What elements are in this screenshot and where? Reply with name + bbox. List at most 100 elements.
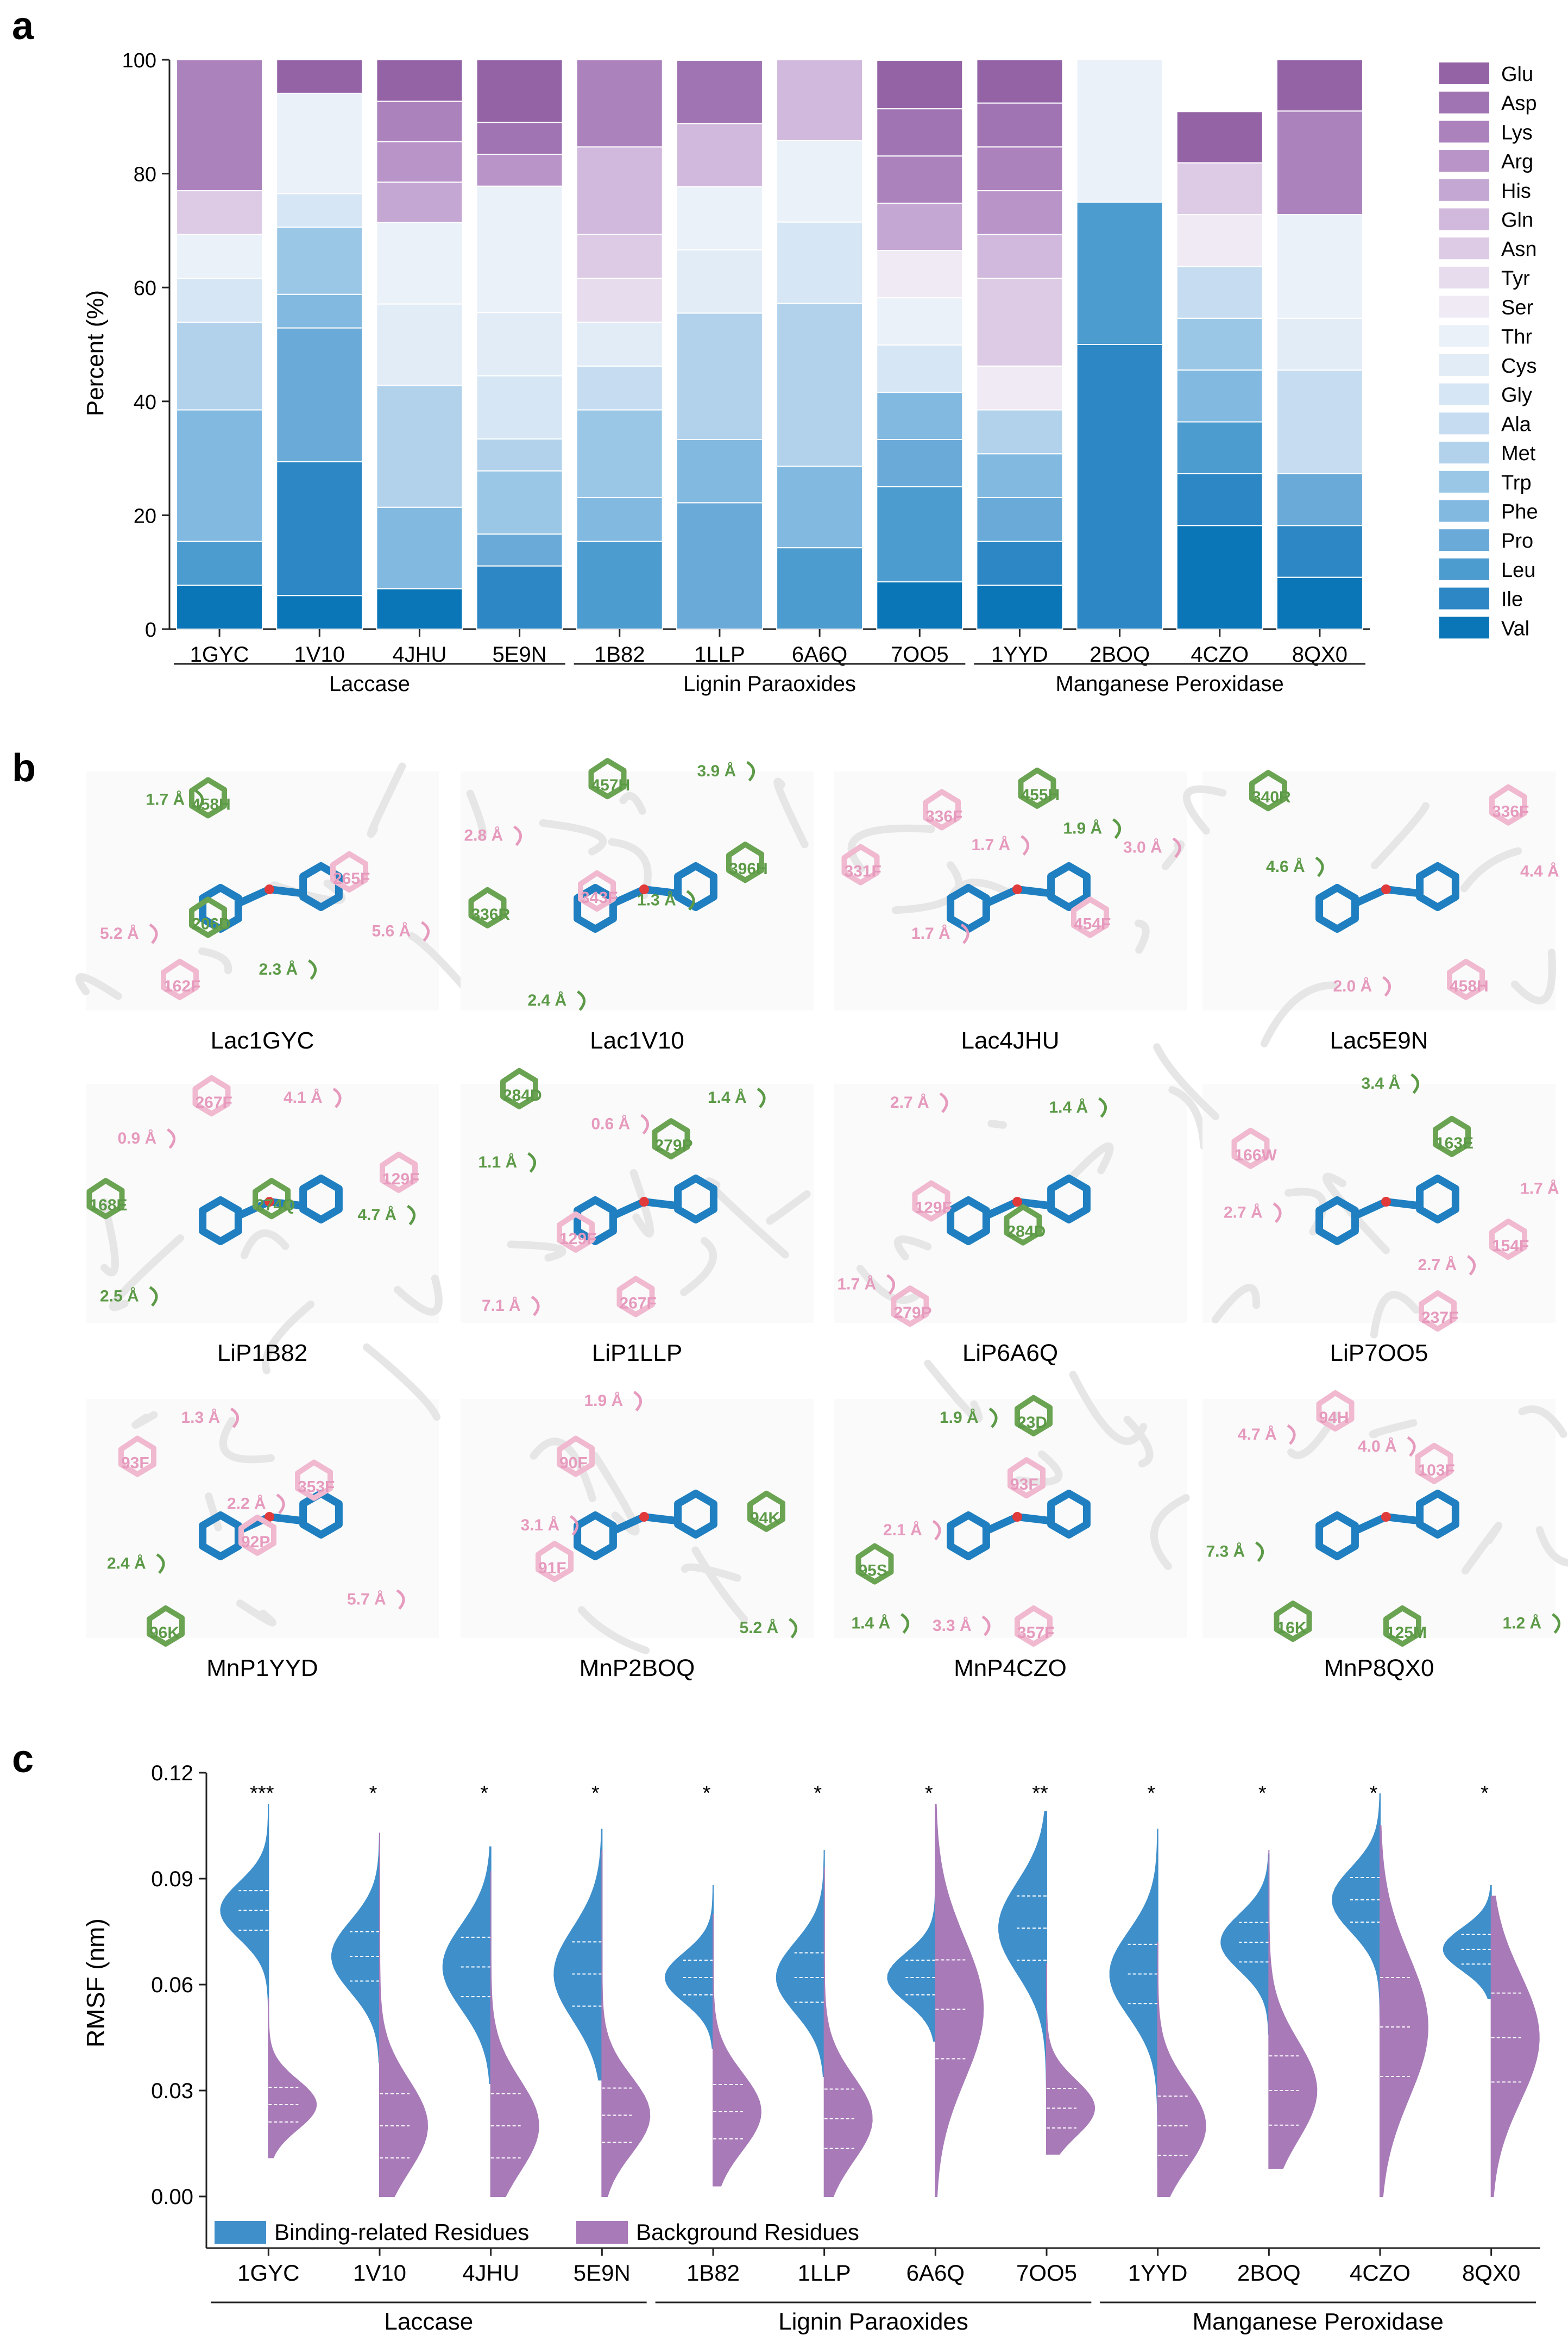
bar-segment-gln <box>776 59 864 141</box>
legend-swatch-ile <box>1439 587 1489 610</box>
residue-sticks <box>652 1118 690 1160</box>
distance-label: 1.9 Å <box>1063 819 1103 837</box>
residue-label: 96K <box>149 1624 179 1642</box>
protein-ribbon <box>1461 1522 1503 1575</box>
distance-arrow <box>640 1114 649 1135</box>
protein-ribbon <box>240 1229 289 1259</box>
legend-swatch-trp <box>1439 470 1489 493</box>
distance-label: 2.5 Å <box>100 1287 139 1305</box>
protein-ribbon <box>131 1411 158 1429</box>
complex-lac1gyc: 458H 206D 265F 162F 1.7 Å 5.2 Å 2.3 Å 5.6 Å Lac1… <box>75 762 474 1054</box>
oxygen-atom <box>639 1197 649 1207</box>
distance-arrow <box>308 959 317 980</box>
protein-ribbon <box>1153 1043 1220 1120</box>
distance-label: 0.6 Å <box>591 1115 631 1133</box>
bar-segment-cys <box>476 312 563 376</box>
ligand-ring <box>299 862 343 911</box>
protein-ribbon <box>408 932 474 998</box>
distance-arrow <box>1315 856 1324 877</box>
bar-segment-ser <box>876 250 964 299</box>
a-x-tick-label: 5E9N <box>493 643 547 667</box>
complex-name: MnP8QX0 <box>1324 1655 1434 1681</box>
bar-segment-thr <box>376 222 463 305</box>
complex-lac1v10: 457H 396H 343F 336R 3.9 Å 2.8 Å 1.3 Å 2.4 Å Lac1… <box>461 758 814 1054</box>
bar-segment-leu <box>1076 202 1163 345</box>
legend-swatch-phe <box>1439 500 1489 522</box>
legend-label-lys: Lys <box>1501 121 1533 144</box>
distance-label: 7.1 Å <box>482 1297 521 1315</box>
distance-arrow <box>988 1407 998 1428</box>
distance-arrow <box>1287 1424 1296 1445</box>
distance-arrow <box>1382 976 1391 997</box>
distance-label: 2.3 Å <box>259 961 298 978</box>
bar-segment-cys <box>376 303 463 386</box>
bar-segment-lys <box>576 59 663 148</box>
distance-arrow <box>757 1088 766 1108</box>
protein-ribbon <box>987 1120 1007 1129</box>
residue-label: 168E <box>90 1196 128 1214</box>
residue-label: 163E <box>1435 1134 1473 1152</box>
violin-half-binding <box>442 1846 492 2084</box>
legend-label-thr: Thr <box>1501 325 1532 348</box>
protein-ribbon <box>219 1417 275 1464</box>
residue-sticks <box>500 1068 538 1109</box>
legend-label-phe: Phe <box>1501 501 1538 524</box>
residue-label: 166W <box>1235 1146 1277 1164</box>
bar-segment-arg <box>976 190 1063 235</box>
residue-sticks <box>192 1075 231 1116</box>
residue-sticks <box>1015 1605 1053 1647</box>
bar-segment-gly <box>876 344 964 393</box>
complex-mnp8qx0: 94H 103F 16K 125M 4.7 Å 4.0 Å 7.3 Å 1.2 Å MnP8QX… <box>1202 1390 1568 1681</box>
residue-label: 92P <box>241 1533 270 1551</box>
residue-sticks <box>1015 1395 1053 1436</box>
bar-segment-gly <box>776 221 864 304</box>
bar-segment-phe <box>276 293 363 329</box>
complex-lac4jhu: 455H 336F 331F 454F 1.9 Å 1.7 Å 3.0 Å 1.7 Å Lac4… <box>834 767 1187 1054</box>
ligand-ring <box>1047 862 1091 911</box>
amino-acid-legend: Glu Asp Lys Arg His Gln Asn Tyr Ser Thr Cys Gly Ala M… <box>1439 62 1538 640</box>
a-x-tick-label: 8QX0 <box>1292 643 1347 667</box>
distance-arrow <box>1407 1436 1416 1457</box>
distance-arrow <box>1112 818 1121 839</box>
violin-half-background <box>1490 1895 1540 2197</box>
bar-segment-thr <box>876 297 964 346</box>
panel-c-label: c <box>12 1737 34 1781</box>
distance-arrow <box>513 825 522 846</box>
residue-sticks <box>1249 770 1287 812</box>
bar-segment-tyr <box>576 278 663 323</box>
legend-swatch-val <box>1439 617 1489 639</box>
ligand-ring <box>199 1196 242 1245</box>
protein-ribbon <box>577 1606 650 1654</box>
violin-half-background <box>1046 1963 1095 2155</box>
residue-label: 91F <box>538 1559 566 1577</box>
residue-sticks <box>380 1151 418 1193</box>
distance-label: 7.3 Å <box>1206 1542 1245 1560</box>
distance-arrow <box>633 1391 642 1411</box>
distance-label: 1.3 Å <box>637 891 676 909</box>
residue-sticks <box>747 1490 785 1532</box>
residue-label: 154F <box>1492 1237 1529 1255</box>
distance-label: 3.9 Å <box>697 762 736 780</box>
distance-label: 2.7 Å <box>1224 1203 1263 1221</box>
distance-label: 1.7 Å <box>1520 1179 1559 1197</box>
residue-sticks <box>253 1178 291 1220</box>
distance-arrow <box>939 1092 948 1113</box>
legend-label-ser: Ser <box>1501 297 1533 319</box>
legend-swatch-ala <box>1439 412 1489 435</box>
oxygen-atom <box>265 1512 274 1522</box>
bar-segment-thr <box>776 140 864 223</box>
ligand-ring <box>299 1490 343 1539</box>
bar-segment-his <box>376 181 463 223</box>
c-legend-label: Background Residues <box>636 2219 859 2245</box>
bar-segment-phe <box>676 439 763 504</box>
residue-label: 162F <box>163 977 200 995</box>
distance-label: 2.1 Å <box>883 1521 922 1539</box>
bar-segment-ser <box>1176 214 1263 267</box>
bar-segment-pro <box>276 327 363 462</box>
distance-label: 1.9 Å <box>584 1392 624 1410</box>
residue-sticks <box>189 896 227 938</box>
c-y-tick-label: 0.00 <box>151 2185 193 2209</box>
panel-c: c 0.000.030.060.090.12***1GYC*1V10*4JHU*… <box>12 1737 1540 2335</box>
ligand-ring <box>1315 884 1359 933</box>
protein-ribbon <box>1323 1172 1390 1254</box>
